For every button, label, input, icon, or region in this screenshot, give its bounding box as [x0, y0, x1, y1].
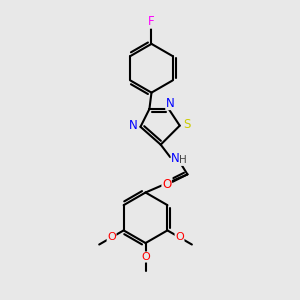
Text: N: N — [171, 152, 180, 165]
Text: H: H — [179, 155, 187, 165]
Text: O: O — [141, 252, 150, 262]
Text: O: O — [175, 232, 184, 242]
Text: F: F — [148, 15, 155, 28]
Text: S: S — [183, 118, 190, 130]
Text: N: N — [129, 119, 138, 132]
Text: N: N — [166, 97, 175, 110]
Text: O: O — [162, 178, 171, 191]
Text: O: O — [107, 232, 116, 242]
